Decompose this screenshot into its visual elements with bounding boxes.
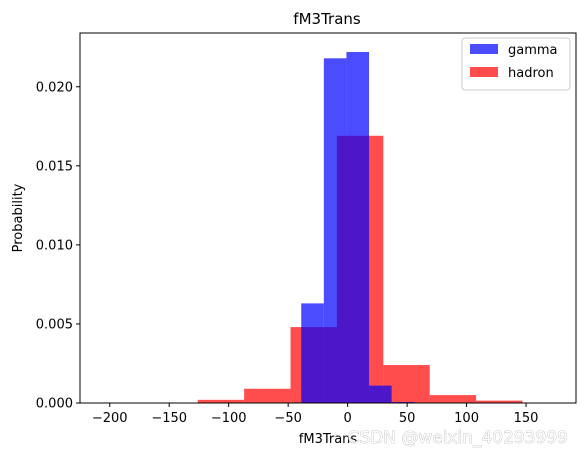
hadron-bar-1 [197,399,245,403]
x-tick-label: −100 [211,411,247,426]
y-tick-label: 0.005 [36,317,73,332]
legend-swatch-hadron [470,67,498,77]
y-axis: 0.000 0.005 0.010 0.015 0.020 [36,80,80,412]
y-tick-label: 0.015 [36,159,73,174]
legend-swatch-gamma [470,44,498,54]
hadron-bar-7 [476,400,523,403]
x-axis: −200 −150 −100 −50 0 50 100 150 [92,403,539,426]
hadron-bar-6 [429,395,477,403]
legend: gamma hadron [461,37,571,91]
y-axis-label: Probability [11,183,26,252]
x-tick-label: −50 [274,411,301,426]
chart-title: fM3Trans [293,10,361,28]
y-tick-label: 0.010 [36,238,73,253]
x-tick-label: 150 [514,411,539,426]
hadron-bar-2 [244,388,291,403]
y-tick-label: 0.000 [36,397,73,412]
x-axis-label: fM3Trans [299,432,358,447]
legend-label-hadron: hadron [508,66,554,81]
watermark: CSDN @weixin_40293999 [347,428,568,448]
x-tick-label: 100 [454,411,479,426]
gamma-bar-10 [323,58,347,404]
x-tick-label: −150 [151,411,187,426]
x-tick-label: −200 [92,411,128,426]
legend-label-gamma: gamma [508,43,558,58]
y-tick-label: 0.020 [36,80,73,95]
gamma-bar-9 [301,303,324,403]
plot-frame [79,32,577,404]
x-tick-label: 50 [399,411,416,426]
x-tick-label: 0 [343,411,351,426]
gamma-bar-12 [369,385,392,403]
gamma-bar-11 [346,51,370,403]
